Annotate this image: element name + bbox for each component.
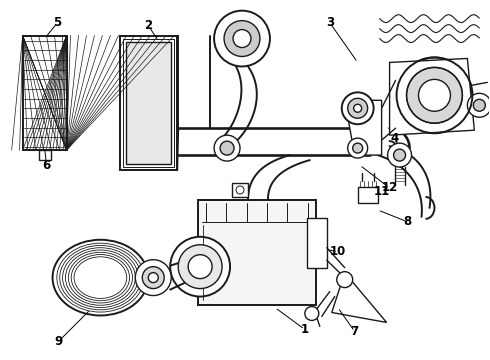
Circle shape xyxy=(178,245,222,289)
Circle shape xyxy=(214,135,240,161)
Circle shape xyxy=(473,99,485,111)
Bar xyxy=(123,39,174,167)
Text: 12: 12 xyxy=(381,181,398,194)
Circle shape xyxy=(388,143,412,167)
Text: 2: 2 xyxy=(144,19,152,32)
Text: 4: 4 xyxy=(391,132,399,145)
Circle shape xyxy=(170,237,230,297)
Polygon shape xyxy=(332,273,387,323)
Circle shape xyxy=(354,104,362,112)
Bar xyxy=(198,200,316,305)
Circle shape xyxy=(337,272,353,288)
Bar xyxy=(23,36,67,150)
Text: 10: 10 xyxy=(330,245,346,258)
Circle shape xyxy=(353,143,363,153)
Bar xyxy=(358,187,378,203)
Circle shape xyxy=(467,93,490,117)
Bar xyxy=(39,150,50,160)
Circle shape xyxy=(342,92,374,124)
Circle shape xyxy=(135,260,171,296)
Text: 9: 9 xyxy=(54,335,63,348)
Circle shape xyxy=(418,80,450,111)
Circle shape xyxy=(396,58,472,133)
Ellipse shape xyxy=(52,240,148,315)
Circle shape xyxy=(220,141,234,155)
Circle shape xyxy=(393,149,406,161)
Text: 6: 6 xyxy=(43,158,50,172)
Circle shape xyxy=(142,267,164,289)
Polygon shape xyxy=(390,58,474,135)
Circle shape xyxy=(233,30,251,48)
Bar xyxy=(126,41,171,164)
Circle shape xyxy=(236,186,244,194)
Text: 3: 3 xyxy=(326,16,334,29)
Text: 5: 5 xyxy=(53,16,62,29)
Circle shape xyxy=(407,67,463,123)
Text: 7: 7 xyxy=(351,325,359,338)
Polygon shape xyxy=(345,100,382,155)
Circle shape xyxy=(348,138,368,158)
Circle shape xyxy=(188,255,212,279)
Circle shape xyxy=(305,306,319,320)
Text: 8: 8 xyxy=(403,215,412,228)
Circle shape xyxy=(148,273,158,283)
Bar xyxy=(232,183,248,197)
Circle shape xyxy=(348,98,368,118)
Bar xyxy=(307,218,327,268)
Circle shape xyxy=(214,11,270,67)
Circle shape xyxy=(224,21,260,57)
Text: 1: 1 xyxy=(301,323,309,336)
Text: 11: 11 xyxy=(373,185,390,198)
Bar xyxy=(121,36,177,170)
